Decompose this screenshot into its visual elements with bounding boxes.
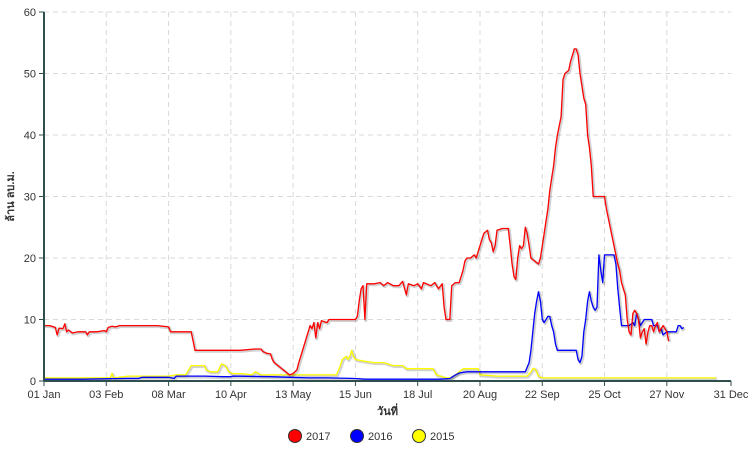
x-tick-label: 03 Feb xyxy=(89,389,123,401)
x-axis-title: วันที่ xyxy=(377,403,398,418)
y-tick-label: 40 xyxy=(24,130,36,142)
x-tick-label: 18 Jul xyxy=(403,389,432,401)
series-2017-line xyxy=(44,48,670,376)
series-2016-line xyxy=(44,254,685,380)
y-tick-label: 30 xyxy=(24,192,36,204)
legend-item-2016[interactable]: 2016 xyxy=(350,429,393,444)
legend-label: 2015 xyxy=(430,431,454,443)
y-tick-label: 60 xyxy=(24,7,36,19)
legend-item-2017[interactable]: 2017 xyxy=(288,429,331,444)
y-axis-title: ล้าน ลบ.ม. xyxy=(4,171,17,222)
x-tick-label: 22 Sep xyxy=(525,389,560,401)
legend-item-2015[interactable]: 2015 xyxy=(412,429,455,444)
x-tick-label: 25 Oct xyxy=(588,389,620,401)
series-2017-shadow xyxy=(45,48,672,378)
legend-label: 2016 xyxy=(368,431,392,443)
x-tick-label: 08 Mar xyxy=(151,389,186,401)
legend-swatch xyxy=(288,429,302,443)
legend-label: 2017 xyxy=(306,431,330,443)
x-tick-label: 20 Aug xyxy=(463,389,497,401)
legend: 2017 2016 2015 xyxy=(288,429,455,444)
x-tick-label: 31 Dec xyxy=(714,389,749,401)
legend-swatch xyxy=(412,429,426,443)
y-tick-label: 20 xyxy=(24,253,36,265)
y-tick-label: 10 xyxy=(24,315,36,327)
series-2015-line xyxy=(44,349,716,379)
x-tick-label: 01 Jan xyxy=(27,389,60,401)
x-tick-label: 27 Nov xyxy=(649,389,684,401)
y-tick-label: 50 xyxy=(24,69,36,81)
tick-labels: 0 10 20 30 40 50 60 01 Jan 03 Feb 08 Mar 10 Apr 13 … xyxy=(24,7,749,401)
x-tick-label: 15 Jun xyxy=(339,389,372,401)
series-lines xyxy=(44,48,717,382)
x-tick-label: 13 May xyxy=(275,389,312,401)
x-tick-label: 10 Apr xyxy=(215,389,247,401)
legend-swatch xyxy=(350,429,364,443)
y-tick-label: 0 xyxy=(30,376,36,388)
